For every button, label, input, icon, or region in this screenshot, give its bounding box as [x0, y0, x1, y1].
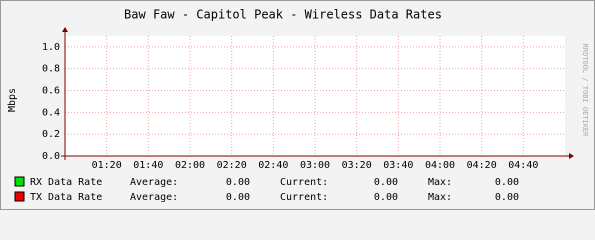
stat-value: 0.00 — [226, 177, 250, 188]
x-tick-label: 03:20 — [342, 160, 372, 171]
stat-value: 0.00 — [495, 192, 519, 203]
stat-name: Max: — [428, 192, 452, 203]
x-tick-label: 03:40 — [383, 160, 413, 171]
x-tick-label: 04:20 — [467, 160, 497, 171]
y-axis-label: Mbps — [7, 88, 18, 112]
y-axis-arrow — [62, 27, 68, 32]
chart-title: Baw Faw - Capitol Peak - Wireless Data R… — [124, 8, 442, 22]
stat-value: 0.00 — [374, 192, 398, 203]
stat-name: Current: — [280, 192, 328, 203]
stat-name: Average: — [130, 192, 178, 203]
y-tick-label: 0.0 — [42, 151, 60, 162]
x-tick-label: 04:00 — [425, 160, 455, 171]
x-tick-label: 02:20 — [217, 160, 247, 171]
x-axis-arrow — [569, 153, 574, 159]
x-tick-label: 04:40 — [508, 160, 538, 171]
x-tick-label: 01:40 — [133, 160, 163, 171]
stat-name: Max: — [428, 177, 452, 188]
x-tick-label: 02:40 — [258, 160, 288, 171]
stat-name: Current: — [280, 177, 328, 188]
y-tick-label: 0.8 — [42, 64, 60, 75]
x-tick-label: 02:00 — [175, 160, 205, 171]
legend-swatch — [14, 191, 25, 202]
legend-swatch — [14, 176, 25, 187]
legend-label: RX Data Rate — [30, 177, 102, 188]
stat-name: Average: — [130, 177, 178, 188]
side-label: RRDTOOL / TOBI OETIKER — [581, 44, 589, 138]
y-tick-label: 0.6 — [42, 86, 60, 97]
x-tick-label: 03:00 — [300, 160, 330, 171]
stat-value: 0.00 — [226, 192, 250, 203]
x-tick-label: 01:20 — [92, 160, 122, 171]
y-tick-label: 1.0 — [42, 42, 60, 53]
y-tick-label: 0.2 — [42, 129, 60, 140]
stat-value: 0.00 — [495, 177, 519, 188]
stat-value: 0.00 — [374, 177, 398, 188]
chart: Baw Faw - Capitol Peak - Wireless Data R… — [0, 0, 595, 210]
legend-label: TX Data Rate — [30, 192, 102, 203]
y-tick-label: 0.4 — [42, 107, 60, 118]
